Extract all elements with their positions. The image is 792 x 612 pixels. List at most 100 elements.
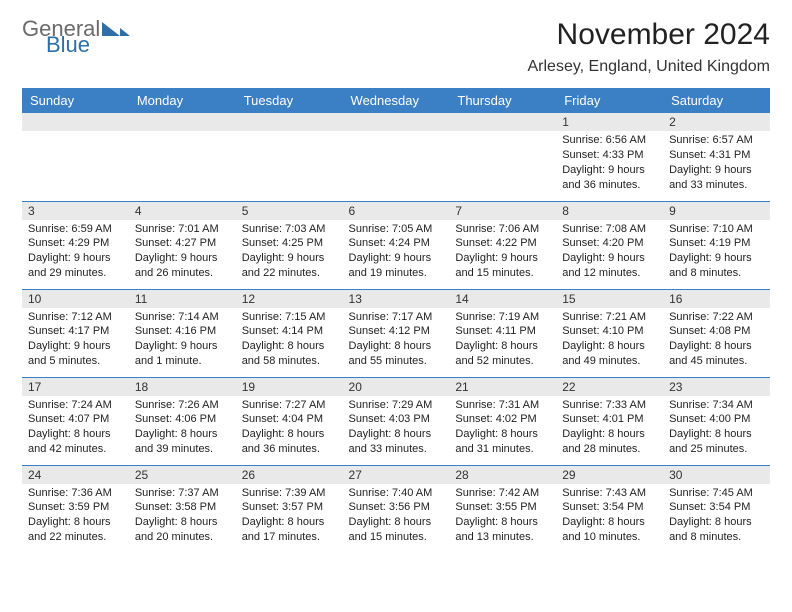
day-number: 23 [663,378,770,396]
daylight-text: Daylight: 9 hours and 33 minutes. [669,163,764,193]
sunset-text: Sunset: 4:29 PM [28,236,123,251]
daylight-text: Daylight: 8 hours and 17 minutes. [242,515,337,545]
day-number: 4 [129,202,236,220]
sunrise-text: Sunrise: 7:37 AM [135,486,230,501]
day-details: Sunrise: 7:14 AMSunset: 4:16 PMDaylight:… [129,308,236,373]
sunset-text: Sunset: 4:07 PM [28,412,123,427]
sunrise-text: Sunrise: 7:06 AM [455,222,550,237]
calendar-cell: 11Sunrise: 7:14 AMSunset: 4:16 PMDayligh… [129,289,236,377]
calendar-cell: 12Sunrise: 7:15 AMSunset: 4:14 PMDayligh… [236,289,343,377]
calendar-cell [129,113,236,201]
day-details: Sunrise: 7:37 AMSunset: 3:58 PMDaylight:… [129,484,236,549]
sunset-text: Sunset: 4:20 PM [562,236,657,251]
sunset-text: Sunset: 3:56 PM [349,500,444,515]
day-number: 9 [663,202,770,220]
sunset-text: Sunset: 3:58 PM [135,500,230,515]
sunset-text: Sunset: 4:04 PM [242,412,337,427]
sunrise-text: Sunrise: 7:24 AM [28,398,123,413]
day-number: 2 [663,113,770,131]
day-header: Wednesday [343,88,450,113]
sunset-text: Sunset: 4:24 PM [349,236,444,251]
daylight-text: Daylight: 8 hours and 10 minutes. [562,515,657,545]
day-details: Sunrise: 7:27 AMSunset: 4:04 PMDaylight:… [236,396,343,461]
calendar-week-row: 10Sunrise: 7:12 AMSunset: 4:17 PMDayligh… [22,289,770,377]
sunrise-text: Sunrise: 7:33 AM [562,398,657,413]
day-details: Sunrise: 7:03 AMSunset: 4:25 PMDaylight:… [236,220,343,285]
sunset-text: Sunset: 4:08 PM [669,324,764,339]
day-number: 27 [343,466,450,484]
calendar-cell: 27Sunrise: 7:40 AMSunset: 3:56 PMDayligh… [343,465,450,553]
day-number: 18 [129,378,236,396]
calendar-cell: 15Sunrise: 7:21 AMSunset: 4:10 PMDayligh… [556,289,663,377]
calendar-cell: 3Sunrise: 6:59 AMSunset: 4:29 PMDaylight… [22,201,129,289]
day-details: Sunrise: 7:43 AMSunset: 3:54 PMDaylight:… [556,484,663,549]
day-number: 21 [449,378,556,396]
day-number: 7 [449,202,556,220]
calendar-week-row: 1Sunrise: 6:56 AMSunset: 4:33 PMDaylight… [22,113,770,201]
daylight-text: Daylight: 8 hours and 52 minutes. [455,339,550,369]
calendar-cell: 29Sunrise: 7:43 AMSunset: 3:54 PMDayligh… [556,465,663,553]
day-number: 12 [236,290,343,308]
sunrise-text: Sunrise: 7:14 AM [135,310,230,325]
daylight-text: Daylight: 9 hours and 36 minutes. [562,163,657,193]
sunset-text: Sunset: 4:01 PM [562,412,657,427]
daylight-text: Daylight: 8 hours and 36 minutes. [242,427,337,457]
calendar-cell: 21Sunrise: 7:31 AMSunset: 4:02 PMDayligh… [449,377,556,465]
daylight-text: Daylight: 8 hours and 49 minutes. [562,339,657,369]
calendar-cell: 10Sunrise: 7:12 AMSunset: 4:17 PMDayligh… [22,289,129,377]
day-number: 19 [236,378,343,396]
day-number: 17 [22,378,129,396]
day-number: 30 [663,466,770,484]
calendar-cell: 28Sunrise: 7:42 AMSunset: 3:55 PMDayligh… [449,465,556,553]
daylight-text: Daylight: 9 hours and 22 minutes. [242,251,337,281]
daylight-text: Daylight: 8 hours and 25 minutes. [669,427,764,457]
title-block: November 2024 Arlesey, England, United K… [527,18,770,76]
day-details: Sunrise: 7:33 AMSunset: 4:01 PMDaylight:… [556,396,663,461]
sunset-text: Sunset: 4:16 PM [135,324,230,339]
day-details: Sunrise: 7:06 AMSunset: 4:22 PMDaylight:… [449,220,556,285]
daylight-text: Daylight: 8 hours and 8 minutes. [669,515,764,545]
brand-text: General Blue [22,18,100,56]
daylight-text: Daylight: 9 hours and 15 minutes. [455,251,550,281]
sunrise-text: Sunrise: 7:21 AM [562,310,657,325]
day-details: Sunrise: 7:17 AMSunset: 4:12 PMDaylight:… [343,308,450,373]
calendar-cell: 6Sunrise: 7:05 AMSunset: 4:24 PMDaylight… [343,201,450,289]
day-details [449,131,556,137]
day-details [22,131,129,137]
day-details: Sunrise: 7:15 AMSunset: 4:14 PMDaylight:… [236,308,343,373]
day-number: 25 [129,466,236,484]
sunset-text: Sunset: 4:12 PM [349,324,444,339]
calendar-week-row: 24Sunrise: 7:36 AMSunset: 3:59 PMDayligh… [22,465,770,553]
day-number [129,113,236,131]
day-number: 16 [663,290,770,308]
calendar-cell: 1Sunrise: 6:56 AMSunset: 4:33 PMDaylight… [556,113,663,201]
sunset-text: Sunset: 3:55 PM [455,500,550,515]
calendar-cell: 16Sunrise: 7:22 AMSunset: 4:08 PMDayligh… [663,289,770,377]
sunrise-text: Sunrise: 7:19 AM [455,310,550,325]
daylight-text: Daylight: 9 hours and 19 minutes. [349,251,444,281]
sunset-text: Sunset: 3:54 PM [669,500,764,515]
month-title: November 2024 [527,18,770,52]
sunset-text: Sunset: 4:22 PM [455,236,550,251]
sunrise-text: Sunrise: 7:36 AM [28,486,123,501]
sunset-text: Sunset: 4:31 PM [669,148,764,163]
sunset-text: Sunset: 4:10 PM [562,324,657,339]
day-details: Sunrise: 6:57 AMSunset: 4:31 PMDaylight:… [663,131,770,196]
day-number: 14 [449,290,556,308]
day-number: 24 [22,466,129,484]
calendar-page: General Blue November 2024 Arlesey, Engl… [0,0,792,571]
day-number: 1 [556,113,663,131]
day-number: 20 [343,378,450,396]
daylight-text: Daylight: 8 hours and 39 minutes. [135,427,230,457]
day-details: Sunrise: 6:59 AMSunset: 4:29 PMDaylight:… [22,220,129,285]
sunrise-text: Sunrise: 7:17 AM [349,310,444,325]
calendar-cell: 25Sunrise: 7:37 AMSunset: 3:58 PMDayligh… [129,465,236,553]
sunset-text: Sunset: 3:54 PM [562,500,657,515]
day-details: Sunrise: 7:36 AMSunset: 3:59 PMDaylight:… [22,484,129,549]
calendar-cell: 26Sunrise: 7:39 AMSunset: 3:57 PMDayligh… [236,465,343,553]
sunset-text: Sunset: 3:57 PM [242,500,337,515]
calendar-head: Sunday Monday Tuesday Wednesday Thursday… [22,88,770,113]
calendar-cell: 23Sunrise: 7:34 AMSunset: 4:00 PMDayligh… [663,377,770,465]
day-details [129,131,236,137]
sunset-text: Sunset: 4:19 PM [669,236,764,251]
